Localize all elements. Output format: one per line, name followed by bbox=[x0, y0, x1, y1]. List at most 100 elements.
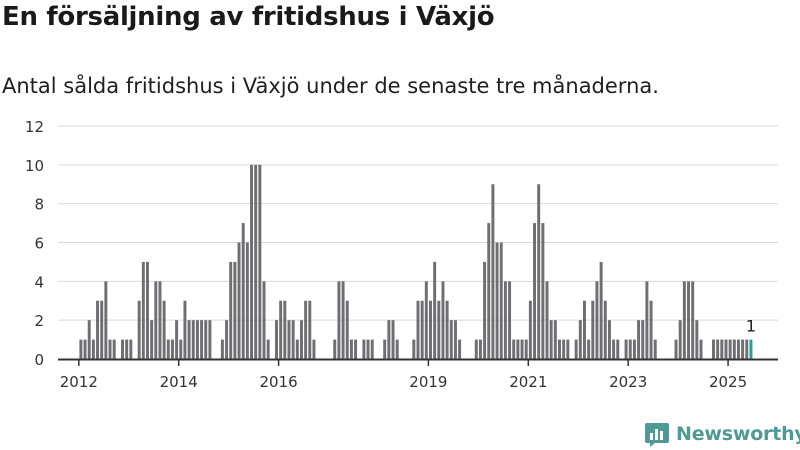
gridlines bbox=[58, 125, 778, 321]
bar-2022-01 bbox=[578, 320, 582, 359]
bar-2012-09 bbox=[112, 339, 116, 359]
bar-2015-12 bbox=[275, 320, 278, 359]
bar-2021-01 bbox=[528, 300, 532, 359]
bar-2024-09 bbox=[712, 339, 715, 359]
bar-2014-06 bbox=[200, 320, 204, 359]
bar-2020-04 bbox=[491, 184, 495, 359]
bar-2023-06 bbox=[649, 300, 653, 359]
bar-2024-01 bbox=[678, 320, 682, 359]
bar-2022-05 bbox=[595, 281, 599, 359]
axes bbox=[58, 358, 778, 366]
bar-2014-03 bbox=[187, 320, 191, 359]
bar-2023-12 bbox=[674, 339, 678, 359]
bar-2016-05 bbox=[295, 339, 299, 359]
bar-2021-05 bbox=[545, 281, 549, 359]
bar-2022-03 bbox=[587, 339, 591, 359]
bar-2015-10 bbox=[266, 339, 270, 359]
bar-2017-02 bbox=[333, 339, 337, 359]
bar-2013-04 bbox=[141, 261, 145, 359]
bar-2020-06 bbox=[499, 242, 503, 359]
bar-2012-06 bbox=[100, 300, 104, 359]
bar-2020-02 bbox=[483, 261, 487, 359]
bar-2015-05 bbox=[245, 242, 249, 359]
bar-2023-04 bbox=[641, 320, 645, 359]
bar-2015-09 bbox=[262, 281, 266, 359]
bar-2013-07 bbox=[154, 281, 158, 359]
bar-2015-02 bbox=[233, 261, 237, 359]
bar-2022-09 bbox=[612, 339, 616, 359]
bar-2024-11 bbox=[720, 339, 724, 359]
bar-2015-04 bbox=[241, 223, 245, 359]
bar-2018-03 bbox=[387, 320, 391, 359]
bar-2012-07 bbox=[104, 281, 108, 359]
bar-2020-05 bbox=[495, 242, 499, 359]
bar-2016-06 bbox=[299, 320, 303, 359]
bar-2016-07 bbox=[304, 300, 308, 359]
bar-2015-07 bbox=[254, 164, 258, 359]
newsworthy-brand[interactable]: Newsworthy bbox=[644, 420, 800, 448]
bar-2016-04 bbox=[291, 320, 295, 359]
bar-2013-11 bbox=[170, 339, 174, 359]
bar-2013-06 bbox=[150, 320, 154, 359]
bar-2015-01 bbox=[229, 261, 233, 359]
chart-subtitle: Antal sålda fritidshus i Växjö under de … bbox=[2, 74, 659, 98]
bar-2014-04 bbox=[191, 320, 195, 359]
bar-2019-04 bbox=[441, 281, 445, 359]
bar-2025-01 bbox=[728, 339, 732, 359]
bar-2024-03 bbox=[687, 281, 691, 359]
bar-2024-04 bbox=[691, 281, 695, 359]
bar-2021-07 bbox=[553, 320, 557, 359]
bar-2020-10 bbox=[516, 339, 520, 359]
bar-2018-04 bbox=[391, 320, 395, 359]
bar-2014-01 bbox=[179, 339, 183, 359]
bar-2015-03 bbox=[237, 242, 241, 359]
bar-2012-01 bbox=[79, 339, 83, 359]
bar-2018-09 bbox=[412, 339, 416, 359]
bar-2014-12 bbox=[225, 320, 229, 359]
bar-2019-07 bbox=[453, 320, 457, 359]
bar-2020-07 bbox=[503, 281, 507, 359]
bar-2024-05 bbox=[695, 320, 699, 359]
bar-2014-05 bbox=[195, 320, 199, 359]
bar-2013-12 bbox=[175, 320, 179, 359]
bar-2022-10 bbox=[616, 339, 620, 359]
bar-2016-02 bbox=[283, 300, 287, 359]
data-label-latest: 1 bbox=[746, 317, 756, 336]
bar-2021-04 bbox=[541, 223, 545, 359]
bar-2020-09 bbox=[512, 339, 516, 359]
y-tick-label: 0 bbox=[34, 351, 44, 369]
bar-2014-07 bbox=[204, 320, 208, 359]
bar-2012-12 bbox=[125, 339, 129, 359]
bar-2012-02 bbox=[83, 339, 87, 359]
bar-2016-03 bbox=[287, 320, 291, 359]
bar-2014-08 bbox=[208, 320, 212, 359]
bar-2022-06 bbox=[599, 261, 603, 359]
bar-2019-01 bbox=[429, 300, 432, 359]
bar-2017-07 bbox=[354, 339, 358, 359]
y-tick-label: 10 bbox=[25, 157, 44, 175]
labels: 0 2 4 6 8 10 12 2012 2014 2016 2019 2021 2023 2025 1 bbox=[25, 118, 756, 391]
bar-2018-05 bbox=[395, 339, 399, 359]
bar-2022-12 bbox=[624, 339, 628, 359]
bar-2017-10 bbox=[366, 339, 370, 359]
bar-2022-04 bbox=[591, 300, 595, 359]
bar-2013-05 bbox=[145, 261, 149, 359]
bar-2021-12 bbox=[574, 339, 578, 359]
bar-2025-04 bbox=[741, 339, 745, 359]
bar-2018-02 bbox=[383, 339, 387, 359]
bar-2023-02 bbox=[632, 339, 636, 359]
x-tick-label: 2016 bbox=[259, 373, 297, 391]
bar-2016-09 bbox=[312, 339, 316, 359]
bar-2023-05 bbox=[645, 281, 649, 359]
bar-2021-06 bbox=[549, 320, 553, 359]
bar-2015-08 bbox=[258, 164, 262, 359]
x-tick-label: 2021 bbox=[509, 373, 547, 391]
bar-chart-logo-icon bbox=[645, 423, 669, 447]
bar-2020-08 bbox=[508, 281, 512, 359]
x-tick-label: 2014 bbox=[160, 373, 198, 391]
bar-2019-02 bbox=[433, 261, 437, 359]
bar-2017-06 bbox=[349, 339, 353, 359]
x-tick-label: 2023 bbox=[609, 373, 647, 391]
bar-2019-03 bbox=[437, 300, 441, 359]
